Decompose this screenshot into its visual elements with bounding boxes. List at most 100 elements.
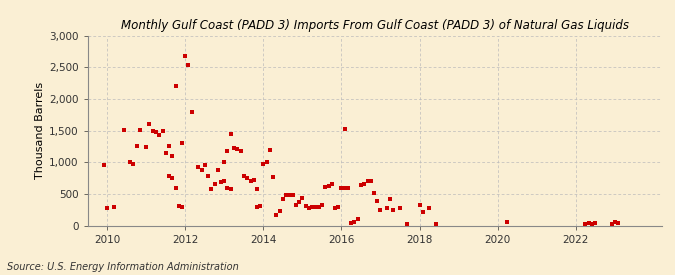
Point [372, 199, 383, 204]
Point [281, 193, 292, 197]
Point [288, 192, 298, 197]
Point [225, 187, 236, 191]
Point [154, 133, 165, 137]
Point [144, 122, 155, 126]
Point [206, 187, 217, 191]
Point [612, 221, 623, 225]
Point [109, 204, 119, 209]
Point [196, 168, 207, 173]
Point [606, 221, 617, 226]
Point [352, 217, 363, 221]
Point [167, 176, 178, 180]
Point [313, 204, 324, 209]
Point [580, 221, 591, 226]
Point [222, 149, 233, 153]
Point [326, 182, 337, 186]
Point [346, 221, 356, 225]
Point [365, 179, 376, 183]
Point [329, 206, 340, 211]
Point [242, 176, 252, 180]
Point [339, 186, 350, 190]
Point [219, 178, 230, 183]
Point [258, 162, 269, 166]
Point [216, 180, 227, 184]
Point [424, 206, 435, 211]
Point [268, 175, 279, 180]
Point [167, 154, 178, 158]
Point [128, 161, 139, 166]
Point [502, 220, 513, 224]
Point [213, 168, 223, 173]
Point [284, 192, 295, 197]
Point [163, 144, 174, 148]
Point [193, 165, 204, 169]
Point [202, 174, 213, 178]
Point [173, 204, 184, 208]
Point [161, 151, 171, 156]
Text: Source: U.S. Energy Information Administration: Source: U.S. Energy Information Administ… [7, 262, 238, 272]
Point [209, 182, 220, 186]
Point [134, 128, 145, 132]
Point [336, 186, 347, 190]
Point [590, 221, 601, 225]
Point [225, 132, 236, 137]
Point [362, 179, 373, 183]
Point [294, 200, 304, 204]
Point [343, 186, 354, 190]
Point [306, 205, 317, 209]
Point [290, 202, 301, 207]
Point [99, 163, 109, 167]
Point [401, 222, 412, 226]
Point [251, 187, 262, 192]
Point [170, 185, 181, 190]
Point [271, 213, 281, 217]
Point [255, 204, 266, 208]
Point [297, 196, 308, 200]
Point [141, 145, 152, 149]
Y-axis label: Thousand Barrels: Thousand Barrels [35, 82, 45, 179]
Point [349, 220, 360, 224]
Point [300, 204, 311, 208]
Point [610, 220, 620, 224]
Point [385, 197, 396, 201]
Point [236, 149, 246, 153]
Point [180, 54, 191, 58]
Point [375, 207, 386, 212]
Point [369, 191, 379, 196]
Point [163, 174, 174, 178]
Point [333, 205, 344, 209]
Point [222, 186, 233, 190]
Point [583, 221, 594, 225]
Point [118, 128, 129, 132]
Point [251, 204, 262, 209]
Point [431, 222, 441, 226]
Point [186, 109, 197, 114]
Point [248, 178, 259, 182]
Point [395, 206, 406, 210]
Point [320, 185, 331, 189]
Point [317, 202, 327, 207]
Point [102, 206, 113, 211]
Point [382, 206, 393, 210]
Point [358, 182, 369, 186]
Point [414, 203, 425, 207]
Title: Monthly Gulf Coast (PADD 3) Imports From Gulf Coast (PADD 3) of Natural Gas Liqu: Monthly Gulf Coast (PADD 3) Imports From… [121, 19, 628, 32]
Point [245, 179, 256, 183]
Point [183, 63, 194, 68]
Point [148, 128, 159, 133]
Point [131, 144, 142, 148]
Point [274, 209, 285, 213]
Point [339, 126, 350, 131]
Point [261, 160, 272, 164]
Point [356, 183, 367, 187]
Point [151, 130, 161, 134]
Point [304, 206, 315, 210]
Point [199, 163, 210, 167]
Point [310, 205, 321, 209]
Point [229, 146, 240, 150]
Point [170, 84, 181, 89]
Point [232, 147, 242, 151]
Point [157, 128, 168, 133]
Point [238, 174, 249, 178]
Point [124, 160, 135, 164]
